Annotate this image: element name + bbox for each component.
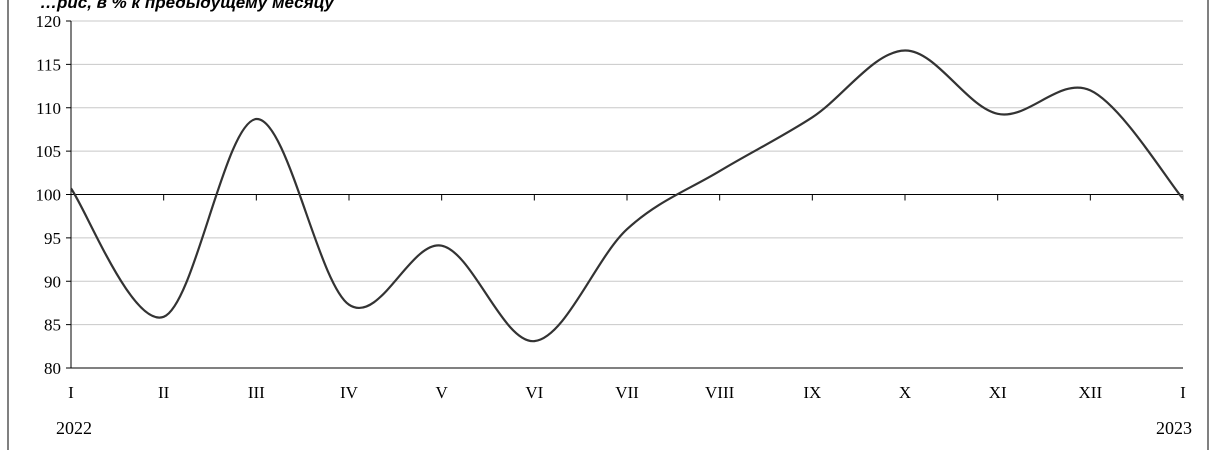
x-tick-label-5: VI — [525, 383, 543, 402]
x-tick-label-0: I — [68, 383, 74, 402]
x-tick-label-3: IV — [340, 383, 359, 402]
y-tick-label-85: 85 — [44, 316, 61, 335]
x-tick-label-8: IX — [803, 383, 821, 402]
y-tick-label-90: 90 — [44, 272, 61, 291]
year-label-end: 2023 — [1156, 418, 1192, 438]
x-tick-label-10: XI — [989, 383, 1007, 402]
chart-title: …рис, в % к предыдущему месяцу — [40, 0, 335, 12]
year-label-start: 2022 — [56, 418, 92, 438]
y-tick-label-80: 80 — [44, 359, 61, 378]
y-tick-label-110: 110 — [36, 99, 61, 118]
x-tick-label-11: XII — [1079, 383, 1103, 402]
x-tick-label-2: III — [248, 383, 265, 402]
y-tick-label-120: 120 — [36, 12, 62, 31]
x-tick-label-6: VII — [615, 383, 639, 402]
x-tick-label-9: X — [899, 383, 911, 402]
y-tick-label-100: 100 — [36, 186, 62, 205]
y-tick-label-95: 95 — [44, 229, 61, 248]
y-tick-label-105: 105 — [36, 142, 62, 161]
y-tick-label-115: 115 — [36, 55, 61, 74]
x-tick-label-7: VIII — [705, 383, 735, 402]
x-tick-label-4: V — [436, 383, 449, 402]
x-tick-label-12: I — [1180, 383, 1186, 402]
x-tick-label-1: II — [158, 383, 170, 402]
